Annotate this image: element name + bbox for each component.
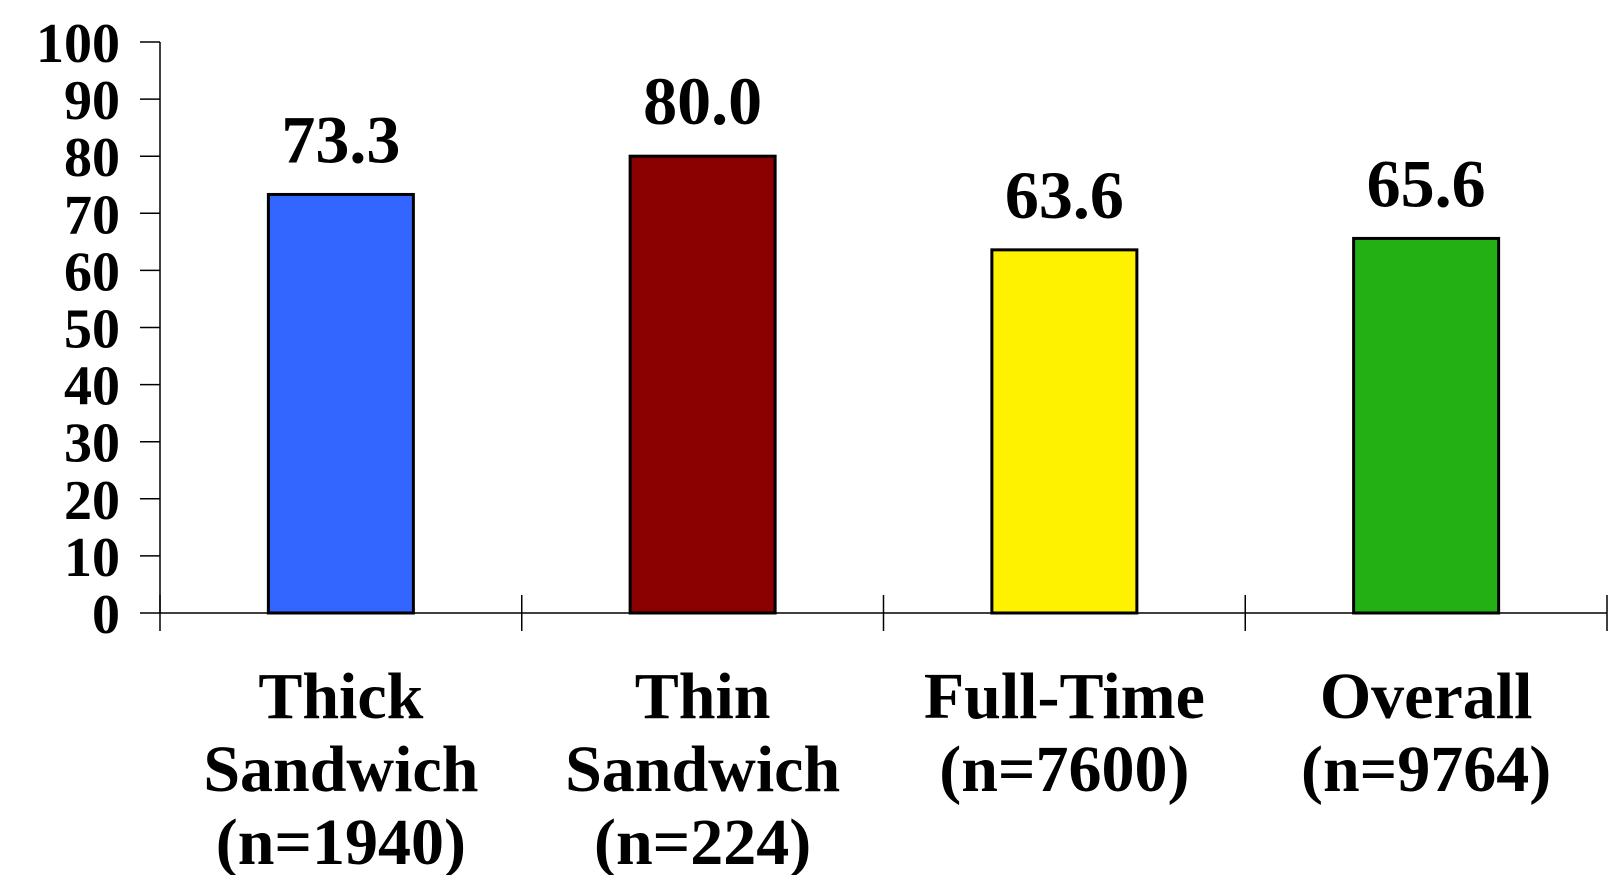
x-category-label: (n=1940)	[216, 806, 466, 875]
x-category-label: Thin	[635, 660, 771, 733]
y-tick-label: 50	[64, 299, 120, 361]
y-tick-label: 0	[92, 584, 120, 646]
y-tick-label: 80	[64, 127, 120, 189]
x-category-label: (n=7600)	[939, 733, 1189, 806]
y-tick-label: 10	[64, 527, 120, 589]
bar	[628, 154, 777, 615]
y-tick-label: 70	[64, 184, 120, 246]
data-label: 73.3	[281, 101, 400, 177]
y-tick-label: 60	[64, 241, 120, 303]
bar	[266, 192, 415, 615]
x-category-label: Sandwich	[203, 733, 478, 806]
x-category-label: (n=9764)	[1301, 733, 1551, 806]
y-tick-label: 30	[64, 413, 120, 475]
bars	[266, 154, 1501, 615]
x-category-label: (n=224)	[594, 806, 811, 875]
y-tick-label: 100	[36, 13, 120, 75]
x-category-label: Overall	[1320, 660, 1533, 733]
x-category-label: Full-Time	[924, 660, 1205, 733]
data-label: 80.0	[643, 63, 762, 139]
bar	[990, 248, 1139, 615]
x-category-label: Thick	[258, 660, 423, 733]
labels: 010203040506070809010073.3ThickSandwich(…	[36, 13, 1551, 875]
x-category-label: Sandwich	[565, 733, 840, 806]
data-label: 65.6	[1367, 145, 1486, 221]
y-tick-label: 90	[64, 70, 120, 132]
bar	[1352, 236, 1501, 615]
y-tick-label: 20	[64, 470, 120, 532]
y-tick-label: 40	[64, 356, 120, 418]
data-label: 63.6	[1005, 157, 1124, 233]
